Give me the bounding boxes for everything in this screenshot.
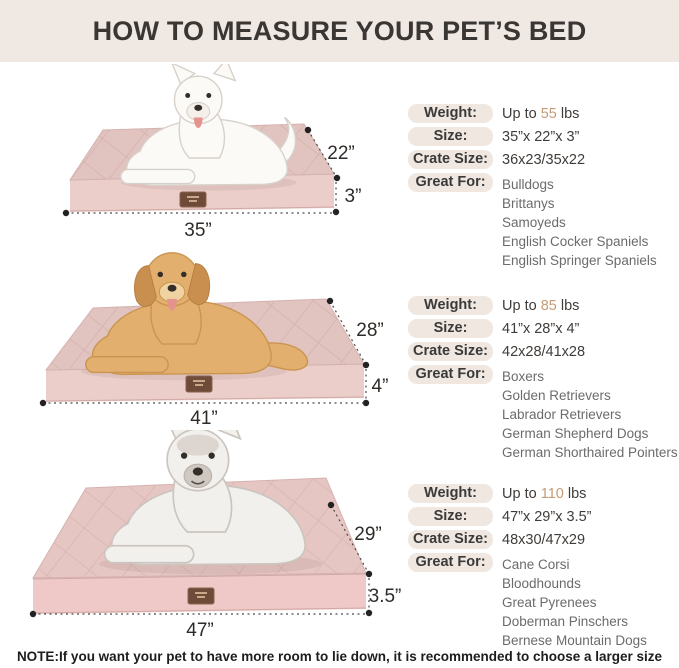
breed-item: Bulldogs xyxy=(502,177,554,192)
bed-illustration-large: 28” 4” 41” xyxy=(39,252,389,429)
great-for-label: Great For: xyxy=(408,365,493,384)
white-samoyed-dog-illustration xyxy=(120,58,297,191)
specs-medium: Weight: Up to 55 lbs Size: 35”x 22”x 3” … xyxy=(408,104,674,270)
weight-value: Up to 55 lbs xyxy=(502,104,674,124)
dimension-lines xyxy=(29,501,373,618)
great-for-label: Great For: xyxy=(408,173,493,192)
bed-figure-xlarge: 29” 3.5” 47” xyxy=(8,416,408,647)
weight-value: Up to 110 lbs xyxy=(502,484,674,504)
large-white-dog-illustration xyxy=(99,416,322,575)
bed-figure-large: 28” 4” 41” xyxy=(8,252,408,435)
weight-unit: lbs xyxy=(567,486,587,502)
weight-number: 85 xyxy=(540,298,557,314)
weight-label: Weight: xyxy=(408,104,493,123)
size-value: 41”x 28”x 4” xyxy=(502,321,580,337)
breed-item: English Springer Spaniels xyxy=(502,253,657,268)
bed-brand-tag xyxy=(179,191,207,208)
breed-item: Labrador Retrievers xyxy=(502,407,622,422)
note-text: If you want your pet to have more room t… xyxy=(58,649,663,664)
width-dimension-label: 41” xyxy=(190,408,217,429)
breed-list: Cane Corsi Bloodhounds Great Pyrenees Do… xyxy=(502,553,674,650)
golden-retriever-dog-illustration xyxy=(80,252,309,381)
bottom-note: NOTE:If you want your pet to have more r… xyxy=(0,649,679,664)
breed-item: Boxers xyxy=(502,369,545,384)
breed-item: Doberman Pinschers xyxy=(502,614,629,629)
breed-item: German Shorthaired Pointers xyxy=(502,445,678,460)
depth-dimension-label: 28” xyxy=(356,320,383,341)
header-banner: HOW TO MEASURE YOUR PET’S BED xyxy=(0,0,679,62)
size-label: Size: xyxy=(408,507,493,526)
breed-item: German Shepherd Dogs xyxy=(502,426,649,441)
specs-large: Weight: Up to 85 lbs Size: 41”x 28”x 4” … xyxy=(408,296,678,462)
width-dimension-label: 47” xyxy=(186,620,213,641)
breed-item: Cane Corsi xyxy=(502,557,570,572)
weight-prefix: Up to xyxy=(502,486,537,502)
weight-value: Up to 85 lbs xyxy=(502,296,678,316)
breed-item: Samoyeds xyxy=(502,215,566,230)
size-section-large: 28” 4” 41” Weight: Up to 85 lbs Size: 41… xyxy=(0,252,679,460)
bed-illustration-xlarge: 29” 3.5” 47” xyxy=(29,416,402,641)
dimension-lines xyxy=(62,126,341,217)
crate-size-value: 36x23/35x22 xyxy=(502,152,586,168)
weight-unit: lbs xyxy=(560,298,580,314)
size-section-medium: 22” 3” 35” Weight: Up to 55 lbs Size: 35… xyxy=(0,58,679,268)
size-value: 35”x 22”x 3” xyxy=(502,129,580,145)
weight-unit: lbs xyxy=(560,106,580,122)
great-for-label: Great For: xyxy=(408,553,493,572)
depth-dimension-label: 22” xyxy=(327,143,354,164)
size-label: Size: xyxy=(408,319,493,338)
breed-item: Bloodhounds xyxy=(502,576,581,591)
weight-number: 55 xyxy=(540,106,557,122)
thickness-dimension-label: 3” xyxy=(345,186,362,207)
crate-size-label: Crate Size: xyxy=(408,342,493,361)
breed-item: English Cocker Spaniels xyxy=(502,234,649,249)
width-dimension-label: 35” xyxy=(184,220,211,241)
breed-item: Great Pyrenees xyxy=(502,595,597,610)
specs-xlarge: Weight: Up to 110 lbs Size: 47”x 29”x 3.… xyxy=(408,484,674,650)
breed-item: Golden Retrievers xyxy=(502,388,611,403)
crate-size-value: 42x28/41x28 xyxy=(502,344,586,360)
weight-prefix: Up to xyxy=(502,298,537,314)
weight-prefix: Up to xyxy=(502,106,537,122)
bed-illustration-medium: 22” 3” 35” xyxy=(62,58,362,241)
weight-number: 110 xyxy=(540,486,564,502)
dimension-lines xyxy=(39,297,370,407)
page-title: HOW TO MEASURE YOUR PET’S BED xyxy=(92,15,587,46)
breed-item: Bernese Mountain Dogs xyxy=(502,633,647,648)
thickness-dimension-label: 3.5” xyxy=(369,586,402,607)
bed-figure-medium: 22” 3” 35” xyxy=(8,58,408,255)
size-value: 47”x 29”x 3.5” xyxy=(502,509,592,525)
weight-label: Weight: xyxy=(408,484,493,503)
size-label: Size: xyxy=(408,127,493,146)
depth-dimension-label: 29” xyxy=(354,524,381,545)
size-section-xlarge: 29” 3.5” 47” Weight: Up to 110 lbs Size:… xyxy=(0,416,679,648)
crate-size-label: Crate Size: xyxy=(408,150,493,169)
breed-list: Boxers Golden Retrievers Labrador Retrie… xyxy=(502,365,678,462)
breed-list: Bulldogs Brittanys Samoyeds English Cock… xyxy=(502,173,674,270)
note-prefix: NOTE: xyxy=(16,649,59,664)
crate-size-label: Crate Size: xyxy=(408,530,493,549)
crate-size-value: 48x30/47x29 xyxy=(502,532,586,548)
breed-item: Brittanys xyxy=(502,196,555,211)
thickness-dimension-label: 4” xyxy=(372,376,389,397)
weight-label: Weight: xyxy=(408,296,493,315)
